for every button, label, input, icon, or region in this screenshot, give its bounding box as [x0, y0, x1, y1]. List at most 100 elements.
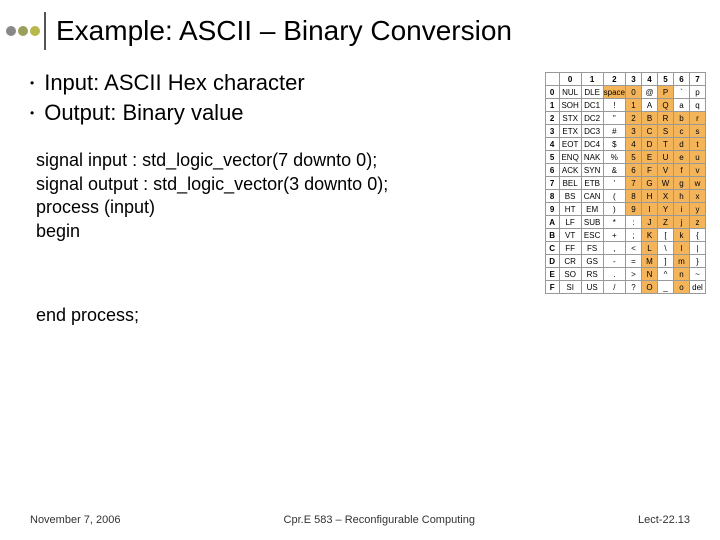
- ascii-cell: G: [642, 177, 658, 190]
- row-header: 9: [545, 203, 559, 216]
- ascii-cell: U: [658, 151, 674, 164]
- ascii-cell: SUB: [581, 216, 603, 229]
- ascii-cell: ENQ: [559, 151, 581, 164]
- ascii-cell: H: [642, 190, 658, 203]
- row-header: 0: [545, 86, 559, 99]
- bullet-icon: •: [30, 105, 34, 121]
- ascii-cell: t: [690, 138, 706, 151]
- ascii-cell: ]: [658, 255, 674, 268]
- ascii-cell: :: [626, 216, 642, 229]
- slide-title: Example: ASCII – Binary Conversion: [56, 15, 512, 47]
- dot-icon: [30, 26, 40, 36]
- ascii-cell: R: [658, 112, 674, 125]
- ascii-cell: (: [603, 190, 625, 203]
- ascii-cell: FF: [559, 242, 581, 255]
- ascii-cell: h: [674, 190, 690, 203]
- ascii-cell: x: [690, 190, 706, 203]
- col-header: 7: [690, 73, 706, 86]
- ascii-cell: `: [674, 86, 690, 99]
- dot-icon: [6, 26, 16, 36]
- ascii-cell: C: [642, 125, 658, 138]
- ascii-cell: ;: [626, 229, 642, 242]
- ascii-cell: DC4: [581, 138, 603, 151]
- vertical-divider: [44, 12, 46, 50]
- ascii-cell: SI: [559, 281, 581, 294]
- ascii-cell: 3: [626, 125, 642, 138]
- ascii-cell: Y: [658, 203, 674, 216]
- ascii-cell: W: [658, 177, 674, 190]
- ascii-cell: O: [642, 281, 658, 294]
- ascii-cell: .: [603, 268, 625, 281]
- col-header: 0: [559, 73, 581, 86]
- ascii-cell: ETB: [581, 177, 603, 190]
- ascii-cell: FS: [581, 242, 603, 255]
- ascii-cell: #: [603, 125, 625, 138]
- ascii-cell: P: [658, 86, 674, 99]
- ascii-cell: ~: [690, 268, 706, 281]
- ascii-cell: !: [603, 99, 625, 112]
- ascii-cell: DC3: [581, 125, 603, 138]
- row-header: B: [545, 229, 559, 242]
- ascii-cell: v: [690, 164, 706, 177]
- ascii-cell: GS: [581, 255, 603, 268]
- ascii-cell: @: [642, 86, 658, 99]
- ascii-cell: i: [674, 203, 690, 216]
- ascii-cell: *: [603, 216, 625, 229]
- ascii-cell: 0: [626, 86, 642, 99]
- ascii-cell: del: [690, 281, 706, 294]
- ascii-cell: US: [581, 281, 603, 294]
- row-header: A: [545, 216, 559, 229]
- ascii-cell: Z: [658, 216, 674, 229]
- ascii-cell: =: [626, 255, 642, 268]
- ascii-cell: RS: [581, 268, 603, 281]
- ascii-cell: BEL: [559, 177, 581, 190]
- ascii-cell: X: [658, 190, 674, 203]
- ascii-cell: ,: [603, 242, 625, 255]
- ascii-cell: %: [603, 151, 625, 164]
- deco-dots: [6, 26, 40, 36]
- col-header: 5: [658, 73, 674, 86]
- col-header: 2: [603, 73, 625, 86]
- ascii-cell: _: [658, 281, 674, 294]
- row-header: 2: [545, 112, 559, 125]
- ascii-cell: a: [674, 99, 690, 112]
- row-header: D: [545, 255, 559, 268]
- dot-icon: [18, 26, 28, 36]
- ascii-cell: ?: [626, 281, 642, 294]
- ascii-cell: z: [690, 216, 706, 229]
- ascii-cell: CAN: [581, 190, 603, 203]
- ascii-cell: 2: [626, 112, 642, 125]
- ascii-cell: <: [626, 242, 642, 255]
- ascii-cell: f: [674, 164, 690, 177]
- col-header: 1: [581, 73, 603, 86]
- ascii-cell: b: [674, 112, 690, 125]
- ascii-cell: S: [658, 125, 674, 138]
- ascii-cell: l: [674, 242, 690, 255]
- ascii-cell: ): [603, 203, 625, 216]
- ascii-cell: V: [658, 164, 674, 177]
- ascii-cell: NUL: [559, 86, 581, 99]
- ascii-cell: HT: [559, 203, 581, 216]
- ascii-cell: ": [603, 112, 625, 125]
- ascii-cell: NAK: [581, 151, 603, 164]
- ascii-cell: 4: [626, 138, 642, 151]
- ascii-cell: j: [674, 216, 690, 229]
- ascii-cell: /: [603, 281, 625, 294]
- footer-date: November 7, 2006: [30, 514, 121, 526]
- ascii-cell: BS: [559, 190, 581, 203]
- ascii-cell: +: [603, 229, 625, 242]
- row-header: 6: [545, 164, 559, 177]
- ascii-cell: >: [626, 268, 642, 281]
- ascii-cell: J: [642, 216, 658, 229]
- ascii-cell: r: [690, 112, 706, 125]
- ascii-cell: o: [674, 281, 690, 294]
- ascii-cell: g: [674, 177, 690, 190]
- ascii-cell: SOH: [559, 99, 581, 112]
- row-header: 4: [545, 138, 559, 151]
- col-header: 6: [674, 73, 690, 86]
- row-header: C: [545, 242, 559, 255]
- ascii-cell: CR: [559, 255, 581, 268]
- ascii-cell: Q: [658, 99, 674, 112]
- ascii-cell: SO: [559, 268, 581, 281]
- ascii-cell: A: [642, 99, 658, 112]
